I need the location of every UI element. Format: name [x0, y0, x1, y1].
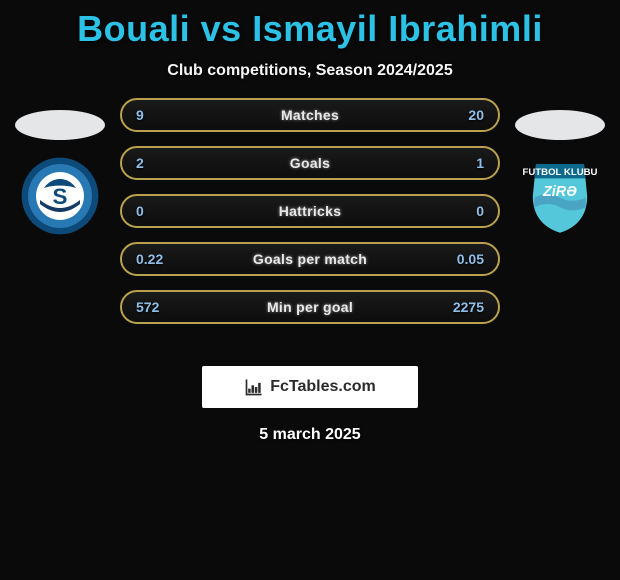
date-label: 5 march 2025	[0, 426, 620, 444]
stat-row-min-per-goal: 572 Min per goal 2275	[120, 290, 500, 324]
chart-icon	[244, 377, 264, 397]
svg-text:ZiRƏ: ZiRƏ	[542, 184, 577, 200]
stat-row-goals: 2 Goals 1	[120, 146, 500, 180]
team-badge-right: FUTBOL KLUBU ZiRƏ	[520, 156, 600, 236]
stat-row-matches: 9 Matches 20	[120, 98, 500, 132]
stat-value-left: 0.22	[136, 251, 163, 267]
page-title: Bouali vs Ismayil Ibrahimli	[0, 0, 620, 50]
stat-label: Goals per match	[253, 251, 367, 267]
stat-value-left: 9	[136, 107, 144, 123]
subtitle: Club competitions, Season 2024/2025	[0, 62, 620, 80]
stat-value-left: 0	[136, 203, 144, 219]
stat-label: Hattricks	[279, 203, 342, 219]
stat-row-hattricks: 0 Hattricks 0	[120, 194, 500, 228]
stat-label: Matches	[281, 107, 339, 123]
stat-row-goals-per-match: 0.22 Goals per match 0.05	[120, 242, 500, 276]
svg-text:FUTBOL KLUBU: FUTBOL KLUBU	[523, 167, 598, 178]
brand-text: FcTables.com	[270, 378, 376, 396]
player-avatar-left	[15, 110, 105, 140]
stat-value-left: 2	[136, 155, 144, 171]
stat-label: Goals	[290, 155, 330, 171]
stats-bars: 9 Matches 20 2 Goals 1 0 Hattricks 0 0.2…	[120, 98, 500, 338]
stat-value-right: 0.05	[457, 251, 484, 267]
player-avatar-right	[515, 110, 605, 140]
stat-label: Min per goal	[267, 299, 353, 315]
team-badge-left: S	[20, 156, 100, 236]
brand-badge: FcTables.com	[202, 366, 418, 408]
stat-value-right: 2275	[453, 299, 484, 315]
stat-value-right: 0	[476, 203, 484, 219]
stat-value-left: 572	[136, 299, 159, 315]
svg-text:S: S	[53, 184, 68, 209]
stat-value-right: 20	[468, 107, 484, 123]
stats-arena: S FUTBOL KLUBU ZiRƏ 9 Matches 20 2 Goals…	[0, 98, 620, 358]
stat-value-right: 1	[476, 155, 484, 171]
